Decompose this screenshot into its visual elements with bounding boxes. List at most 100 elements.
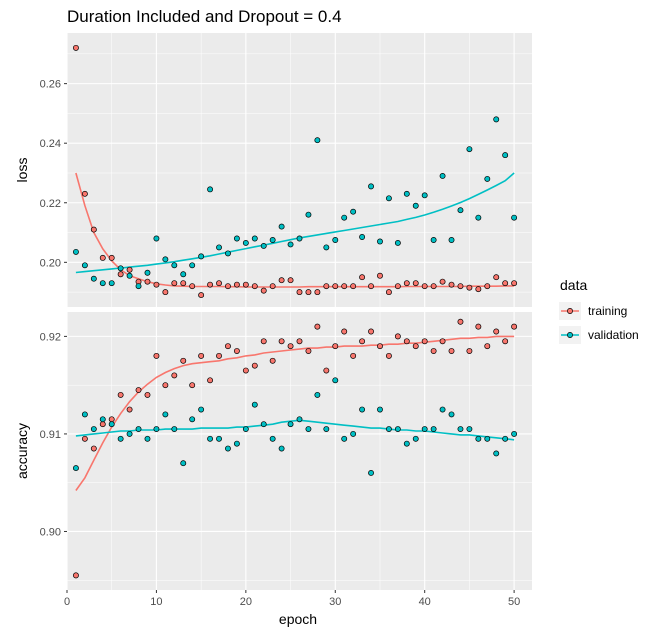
point-validation xyxy=(323,244,330,251)
point-validation xyxy=(135,283,142,290)
point-training xyxy=(162,382,169,389)
point-validation xyxy=(421,192,428,199)
point-training xyxy=(144,278,151,285)
x-axis: 0 10 20 30 40 50 xyxy=(64,590,520,608)
point-training xyxy=(108,416,115,423)
point-validation xyxy=(260,421,267,428)
point-training xyxy=(117,271,124,278)
point-validation xyxy=(153,235,160,242)
point-training xyxy=(99,421,106,428)
point-training xyxy=(314,323,321,330)
point-validation xyxy=(484,175,491,182)
chart-title: Duration Included and Dropout = 0.4 xyxy=(67,7,342,26)
point-validation xyxy=(207,435,214,442)
point-training xyxy=(350,352,357,359)
point-validation xyxy=(233,440,240,447)
point-validation xyxy=(251,235,258,242)
point-validation xyxy=(332,377,339,384)
point-training xyxy=(448,281,455,288)
point-training xyxy=(198,292,205,299)
point-training xyxy=(332,283,339,290)
point-validation xyxy=(269,237,276,243)
x-tick-label: 20 xyxy=(240,596,252,608)
point-validation xyxy=(368,183,374,190)
point-training xyxy=(502,338,509,345)
point-training xyxy=(457,318,464,325)
point-training xyxy=(385,289,392,296)
panels: 0.20 0.22 0.24 0.26 loss 0.90 0.91 0.92 accuracy xyxy=(14,33,532,590)
point-training xyxy=(99,254,106,261)
point-training xyxy=(385,352,392,359)
point-validation xyxy=(439,173,446,179)
point-validation xyxy=(108,280,115,287)
point-training xyxy=(448,348,455,354)
point-validation xyxy=(225,445,231,452)
smooth-line-validation xyxy=(75,419,515,441)
point-training xyxy=(323,367,330,374)
point-validation xyxy=(341,435,348,442)
point-validation xyxy=(457,426,464,433)
point-training xyxy=(189,283,196,290)
point-validation xyxy=(493,450,500,457)
point-training xyxy=(394,283,401,290)
point-validation xyxy=(189,262,196,269)
point-validation xyxy=(502,435,509,442)
point-training xyxy=(314,289,321,296)
point-training xyxy=(430,348,437,354)
point-validation xyxy=(278,445,285,452)
point-validation xyxy=(394,426,401,433)
point-training xyxy=(207,281,214,288)
point-validation xyxy=(412,202,419,209)
point-validation xyxy=(394,240,401,246)
point-validation xyxy=(502,152,509,159)
point-training xyxy=(81,435,88,442)
y-axis-title: accuracy xyxy=(14,423,30,479)
point-training xyxy=(233,281,240,288)
point-training xyxy=(377,343,383,350)
x-tick-label: 30 xyxy=(329,596,341,608)
point-validation xyxy=(484,435,491,442)
point-training xyxy=(233,348,240,354)
point-validation xyxy=(341,214,348,221)
y-tick-label: 0.22 xyxy=(40,198,61,210)
point-validation xyxy=(90,426,97,433)
point-validation xyxy=(305,426,312,433)
x-tick-label: 40 xyxy=(419,596,431,608)
point-validation xyxy=(144,435,151,442)
point-validation xyxy=(269,435,276,442)
point-training xyxy=(475,286,482,293)
panel-background xyxy=(67,312,532,590)
x-tick-label: 10 xyxy=(150,596,162,608)
legend-title: data xyxy=(560,277,587,293)
point-validation xyxy=(189,416,196,423)
point-training xyxy=(305,289,312,296)
point-validation xyxy=(126,430,133,437)
point-training xyxy=(180,357,187,364)
panel-accuracy: 0.90 0.91 0.92 accuracy xyxy=(14,312,532,590)
point-training xyxy=(251,283,258,290)
x-tick-label: 0 xyxy=(64,596,70,608)
point-training xyxy=(72,44,79,51)
point-validation xyxy=(323,426,330,433)
point-training xyxy=(108,254,115,261)
point-training xyxy=(126,406,133,413)
point-validation xyxy=(72,465,79,472)
legend-point xyxy=(567,308,573,314)
point-validation xyxy=(171,426,178,433)
point-validation xyxy=(153,426,160,433)
point-training xyxy=(457,283,464,290)
point-training xyxy=(287,277,294,284)
point-training xyxy=(242,367,249,374)
point-training xyxy=(484,283,491,290)
point-training xyxy=(153,281,160,288)
point-validation xyxy=(117,265,124,272)
point-validation xyxy=(278,223,285,230)
point-validation xyxy=(81,262,88,269)
point-validation xyxy=(287,421,294,428)
point-training xyxy=(251,362,258,369)
point-training xyxy=(439,338,446,345)
point-validation xyxy=(260,242,267,249)
legend-label-validation: validation xyxy=(588,328,639,342)
point-training xyxy=(359,274,366,281)
x-axis-title: epoch xyxy=(279,611,317,627)
